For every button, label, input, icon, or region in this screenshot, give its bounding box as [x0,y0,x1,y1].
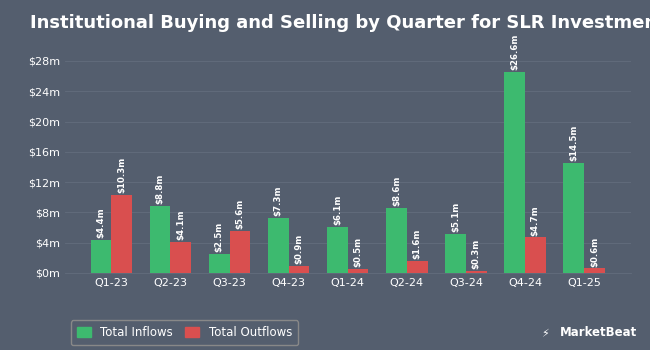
Text: $1.6m: $1.6m [413,229,422,259]
Bar [209,254,229,273]
Text: MarketBeat: MarketBeat [560,327,637,340]
Text: $10.3m: $10.3m [117,157,126,193]
Bar [466,271,487,273]
Text: $0.5m: $0.5m [354,237,363,267]
Text: $14.5m: $14.5m [569,125,578,161]
Text: $0.6m: $0.6m [590,236,599,267]
Bar [584,268,604,273]
Bar [525,237,546,273]
Bar [445,234,466,273]
Bar [91,240,111,273]
Text: $6.1m: $6.1m [333,195,342,225]
Bar [564,163,584,273]
Bar [348,269,369,273]
Text: $4.7m: $4.7m [531,205,540,236]
Text: $4.1m: $4.1m [176,210,185,240]
Text: $7.3m: $7.3m [274,185,283,216]
Text: $8.8m: $8.8m [155,174,164,204]
Text: $2.5m: $2.5m [214,222,224,252]
Title: Institutional Buying and Selling by Quarter for SLR Investment: Institutional Buying and Selling by Quar… [30,14,650,32]
Text: $5.1m: $5.1m [451,202,460,232]
Bar [504,71,525,273]
Bar [150,206,170,273]
Text: ⚡: ⚡ [541,329,549,340]
Bar [289,266,309,273]
Bar [170,242,191,273]
Bar [327,227,348,273]
Text: $4.4m: $4.4m [97,207,105,238]
Bar [407,261,428,273]
Text: $26.6m: $26.6m [510,33,519,70]
Legend: Total Inflows, Total Outflows: Total Inflows, Total Outflows [71,321,298,345]
Bar [268,218,289,273]
Text: $5.6m: $5.6m [235,198,244,229]
Text: $8.6m: $8.6m [392,176,401,206]
Text: $0.9m: $0.9m [294,234,304,264]
Text: $0.3m: $0.3m [472,239,481,269]
Bar [386,208,407,273]
Bar [229,231,250,273]
Bar [111,195,132,273]
